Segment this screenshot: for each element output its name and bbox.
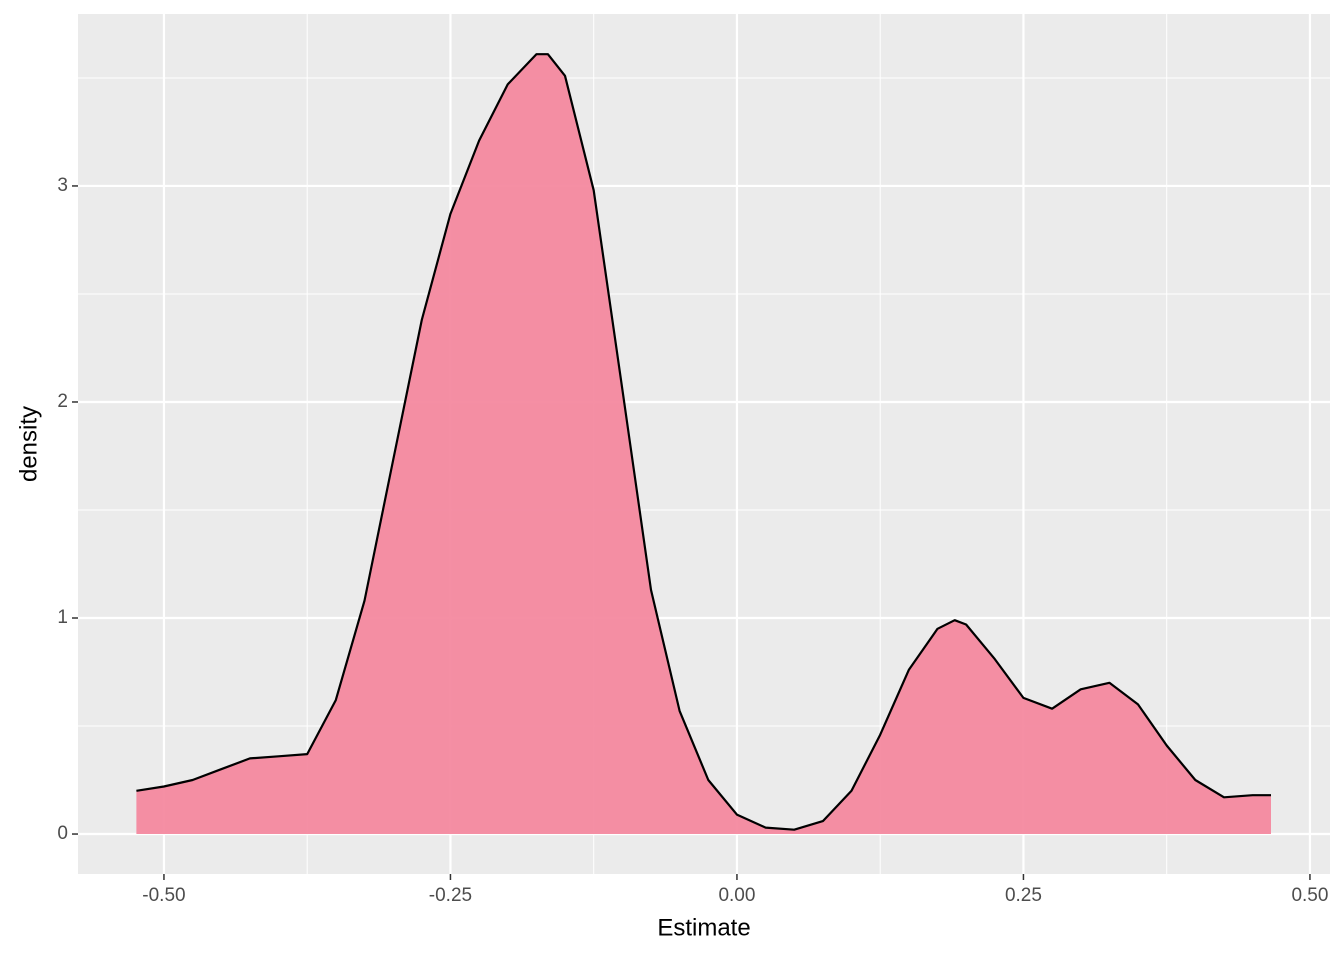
x-tick-label: 0.25 — [1005, 885, 1042, 906]
y-axis-title: density — [15, 406, 42, 482]
y-tick-label: 3 — [57, 175, 68, 196]
y-tick-label: 1 — [57, 607, 68, 628]
density-area — [136, 54, 1271, 835]
x-tick-label: -0.25 — [429, 885, 472, 906]
y-tick-label: 0 — [57, 823, 68, 844]
x-tick-label: -0.50 — [142, 885, 185, 906]
density-line — [136, 53, 1271, 831]
x-tick-label: 0.00 — [718, 885, 755, 906]
x-axis-title: Estimate — [657, 914, 750, 941]
y-tick-label: 2 — [57, 391, 68, 412]
x-tick-label: 0.50 — [1291, 885, 1328, 906]
